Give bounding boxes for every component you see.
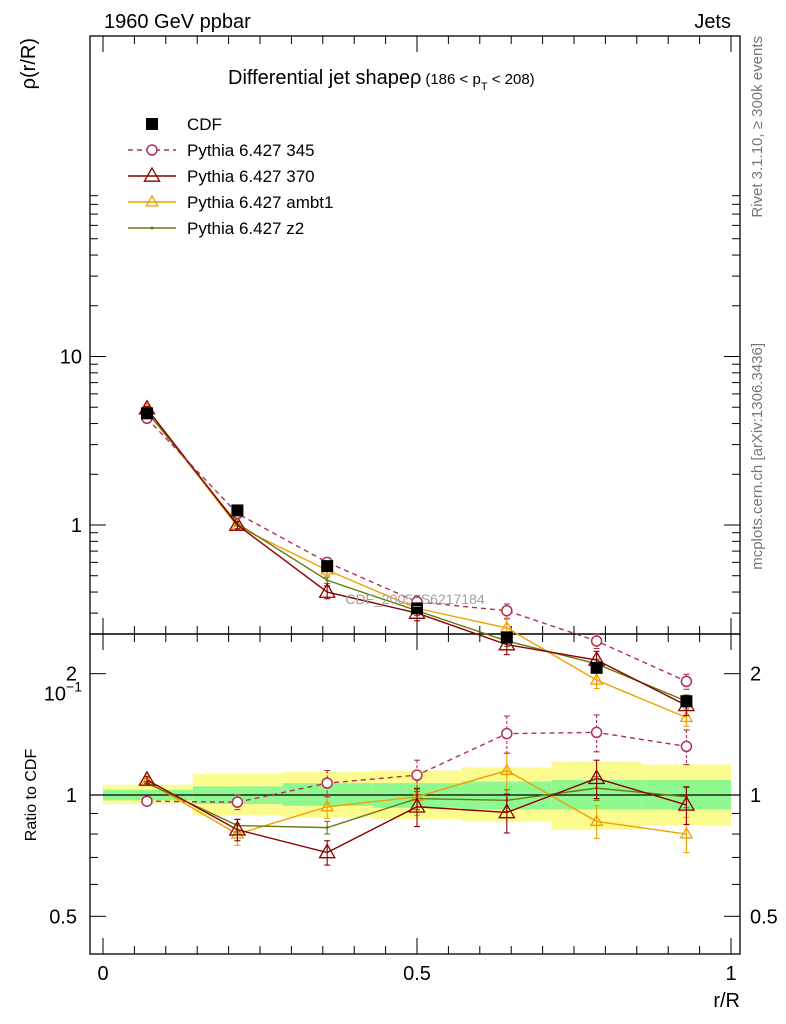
- ratio-y-tick-label-right: 2: [750, 664, 761, 686]
- main-z2: [143, 409, 690, 709]
- header-left: 1960 GeV ppbar: [104, 11, 251, 33]
- legend-entry-ambt1: Pythia 6.427 ambt1: [128, 193, 333, 212]
- x-axis-label: r/R: [713, 990, 740, 1012]
- axis-ticks: [90, 36, 740, 954]
- plot-title-sub: T: [481, 81, 488, 93]
- main-point-cdf: [411, 602, 423, 615]
- ratio-point-p345: [501, 727, 513, 740]
- legend-label-cdf: CDF: [187, 115, 222, 134]
- ratio-point-p345: [590, 726, 603, 739]
- main-point-p345: [680, 675, 693, 688]
- main-line-z2: [146, 411, 687, 702]
- ratio-y-tick-label: 0.5: [49, 906, 77, 928]
- plot-frames: [89, 35, 741, 955]
- legend-marker-p370: [143, 166, 161, 182]
- ratio-y-tick-label: 2: [66, 664, 77, 686]
- ratio-point-ambt1: [589, 814, 604, 826]
- main-cdf: [140, 407, 693, 708]
- x-tick-label: 0.5: [403, 963, 431, 985]
- ratio-panel-series: [138, 714, 696, 866]
- legend-label-p345: Pythia 6.427 345: [187, 141, 315, 160]
- ratio-point-p370: [318, 843, 336, 859]
- main-p370: [138, 399, 696, 717]
- ratio-point-p370: [228, 820, 247, 836]
- ratio-point-p370: [408, 797, 426, 813]
- tick-labels: 10−1 1 10 0.5 0.5 1 1 2 2 0 0.5 1: [44, 347, 778, 986]
- main-point-p345: [590, 635, 603, 647]
- ratio-point-p345: [411, 769, 423, 781]
- main-y-axis-label: ρ(r/R): [18, 38, 40, 89]
- main-point-cdf: [500, 631, 513, 644]
- x-tick-label: 0: [97, 963, 108, 985]
- main-y-tick-label: 10−1: [44, 679, 82, 706]
- ratio-point-p345: [231, 796, 244, 808]
- ratio-point-p345: [141, 795, 153, 807]
- main-y-tick-label: 1: [71, 515, 82, 537]
- ratio-point-ambt1: [499, 763, 514, 776]
- rivet-version: Rivet 3.1.10, ≥ 300k events: [749, 36, 766, 218]
- analysis-id: CDF_2005_S6217184: [345, 591, 485, 607]
- main-point-cdf: [680, 695, 693, 708]
- ratio-point-p370: [677, 795, 696, 811]
- x-tick-label: 1: [725, 963, 736, 985]
- main-point-cdf: [231, 504, 244, 517]
- main-panel-series: [138, 399, 696, 727]
- legend-entry-cdf: CDF: [146, 115, 222, 134]
- ratio-point-p370: [587, 769, 606, 785]
- ratio-y-tick-label-right: 1: [750, 785, 761, 807]
- main-ambt1: [140, 402, 694, 727]
- legend-entry-p370: Pythia 6.427 370: [128, 166, 315, 186]
- header-right: Jets: [694, 11, 731, 33]
- ratio-p345: [141, 714, 693, 811]
- ratio-point-ambt1: [320, 799, 335, 812]
- ratio-p370: [138, 759, 696, 866]
- ratio-y-tick-label-right: 0.5: [750, 906, 778, 928]
- main-point-p370: [318, 582, 336, 598]
- plot-title: Differential jet shapeρ (186 < pT < 208): [228, 67, 535, 93]
- mcplots-ref: mcplots.cern.ch [arXiv:1306.3436]: [749, 343, 766, 570]
- main-y-tick-label: 10: [60, 347, 82, 369]
- legend-entry-z2: Pythia 6.427 z2: [128, 219, 304, 238]
- legend-marker-cdf: [146, 118, 158, 130]
- ratio-point-p370: [138, 770, 156, 786]
- legend-marker-ambt1: [145, 194, 159, 207]
- main-line-ambt1: [146, 409, 687, 719]
- main-point-cdf: [321, 560, 334, 573]
- ratio-point-p345: [321, 777, 333, 789]
- legend-entry-p345: Pythia 6.427 345: [128, 141, 315, 160]
- legend-label-p370: Pythia 6.427 370: [187, 167, 315, 186]
- ratio-point-p345: [680, 740, 693, 753]
- main-point-cdf: [140, 407, 153, 420]
- plot-title-range: (186 < p: [425, 71, 480, 88]
- main-point-p345: [501, 604, 513, 617]
- ratio-point-p370: [498, 803, 516, 819]
- legend-marker-z2: [150, 226, 154, 230]
- ratio-point-z2: [325, 826, 329, 830]
- legend: CDF Pythia 6.427 345 Pythia 6.427 370 Pythi…: [128, 115, 333, 238]
- main-point-cdf: [590, 661, 603, 674]
- main-point-p370: [228, 515, 247, 531]
- ratio-y-axis-label: Ratio to CDF: [23, 749, 40, 842]
- ratio-y-tick-label: 1: [66, 785, 77, 807]
- legend-label-ambt1: Pythia 6.427 ambt1: [187, 193, 333, 212]
- plot-title-range-end: < 208): [488, 71, 535, 88]
- ratio-panel-frame: [89, 633, 741, 955]
- main-point-ambt1: [589, 672, 604, 685]
- ratio-point-ambt1: [679, 826, 694, 839]
- legend-label-z2: Pythia 6.427 z2: [187, 219, 304, 238]
- main-point-z2: [325, 578, 329, 582]
- legend-marker-p345: [146, 144, 158, 156]
- main-line-p370: [146, 408, 687, 707]
- main-point-ambt1: [679, 710, 694, 723]
- plot-title-main: Differential jet shapeρ: [228, 67, 421, 89]
